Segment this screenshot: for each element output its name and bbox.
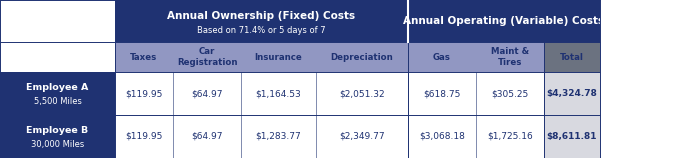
Text: $119.95: $119.95 xyxy=(125,132,162,141)
Text: $4,324.78: $4,324.78 xyxy=(547,89,597,98)
Bar xyxy=(241,72,316,115)
Text: $1,283.77: $1,283.77 xyxy=(256,132,302,141)
Bar xyxy=(115,115,173,158)
Bar xyxy=(173,42,241,72)
Text: Employee B: Employee B xyxy=(27,126,89,135)
Bar xyxy=(115,0,408,42)
Text: $2,349.77: $2,349.77 xyxy=(340,132,385,141)
Bar xyxy=(0,0,115,42)
Bar xyxy=(316,42,408,72)
Bar xyxy=(115,42,173,72)
Bar xyxy=(408,0,600,42)
Text: $64.97: $64.97 xyxy=(191,89,223,98)
Text: $64.97: $64.97 xyxy=(191,132,223,141)
Bar xyxy=(0,115,115,158)
Text: $2,051.32: $2,051.32 xyxy=(340,89,385,98)
Bar xyxy=(476,72,544,115)
Bar xyxy=(241,42,316,72)
Text: Annual Operating (Variable) Costs: Annual Operating (Variable) Costs xyxy=(403,16,605,26)
Text: 30,000 Miles: 30,000 Miles xyxy=(31,140,84,149)
Text: $3,068.18: $3,068.18 xyxy=(419,132,465,141)
Text: $305.25: $305.25 xyxy=(491,89,528,98)
Text: Total: Total xyxy=(560,52,584,61)
Bar xyxy=(0,72,115,115)
Bar xyxy=(0,42,115,72)
Bar xyxy=(476,115,544,158)
Text: $618.75: $618.75 xyxy=(424,89,461,98)
Text: $1,164.53: $1,164.53 xyxy=(256,89,302,98)
Text: Maint &
Tires: Maint & Tires xyxy=(491,47,529,67)
Bar xyxy=(173,72,241,115)
Bar xyxy=(115,72,173,115)
Bar xyxy=(316,72,408,115)
Bar xyxy=(0,0,600,158)
Text: Based on 71.4% or 5 days of 7: Based on 71.4% or 5 days of 7 xyxy=(197,26,326,35)
Text: Annual Ownership (Fixed) Costs: Annual Ownership (Fixed) Costs xyxy=(167,11,356,21)
Text: Car
Registration: Car Registration xyxy=(176,47,237,67)
Text: 5,500 Miles: 5,500 Miles xyxy=(34,97,81,106)
Bar xyxy=(241,115,316,158)
Bar xyxy=(476,42,544,72)
Text: Taxes: Taxes xyxy=(130,52,158,61)
Bar xyxy=(544,42,600,72)
Bar xyxy=(544,115,600,158)
Text: Insurance: Insurance xyxy=(255,52,302,61)
Bar xyxy=(544,72,600,115)
Text: $119.95: $119.95 xyxy=(125,89,162,98)
Bar xyxy=(316,115,408,158)
Text: Depreciation: Depreciation xyxy=(330,52,393,61)
Bar xyxy=(408,42,476,72)
Bar xyxy=(173,115,241,158)
Text: $1,725.16: $1,725.16 xyxy=(487,132,533,141)
Bar xyxy=(408,115,476,158)
Text: Gas: Gas xyxy=(433,52,451,61)
Bar xyxy=(408,72,476,115)
Text: Employee A: Employee A xyxy=(27,82,89,91)
Text: $8,611.81: $8,611.81 xyxy=(547,132,597,141)
